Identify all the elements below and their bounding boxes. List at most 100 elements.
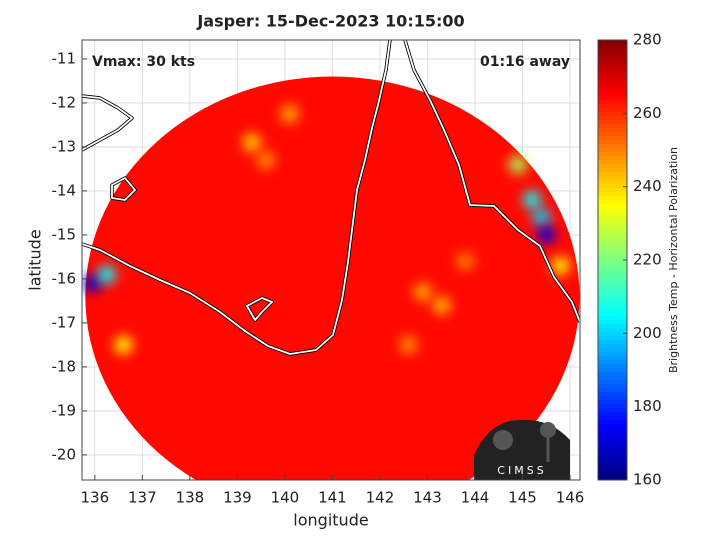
- plot-frame: [81, 39, 581, 481]
- colorbar-cell: [598, 56, 627, 61]
- colorbar-cell: [598, 156, 627, 161]
- colorbar-cell: [598, 268, 627, 273]
- colorbar-cell: [598, 432, 627, 437]
- hotspot: [508, 155, 527, 174]
- colorbar-cell: [598, 352, 627, 357]
- colorbar-cell: [598, 172, 627, 177]
- annotation: Vmax: 30 kts: [92, 54, 195, 70]
- y-tick-label: -17: [52, 313, 77, 331]
- hotspot: [551, 256, 570, 275]
- y-tick-label: -11: [52, 49, 77, 67]
- x-tick-label: 137: [128, 489, 157, 507]
- colorbar-cell: [598, 148, 627, 153]
- hotspot: [456, 252, 475, 271]
- colorbar-cell: [598, 120, 627, 125]
- colorbar-cell: [598, 392, 627, 397]
- colorbar-tick-label: 160: [633, 471, 662, 489]
- x-tick-label: 146: [556, 489, 585, 507]
- colorbar-cell: [598, 292, 627, 297]
- hotspot: [114, 335, 133, 354]
- colorbar-cell: [598, 276, 627, 281]
- colorbar-cell: [598, 348, 627, 353]
- colorbar-tick-label: 220: [633, 251, 662, 269]
- y-tick-label: -13: [52, 137, 77, 155]
- colorbar-cell: [598, 224, 627, 229]
- colorbar-cell: [598, 300, 627, 305]
- colorbar-cell: [598, 328, 627, 333]
- colorbar-cell: [598, 168, 627, 173]
- x-tick-label: 144: [461, 489, 490, 507]
- colorbar-cell: [598, 176, 627, 181]
- colorbar-cell: [598, 324, 627, 329]
- colorbar-cell: [598, 356, 627, 361]
- colorbar-cell: [598, 136, 627, 141]
- colorbar-tick-label: 260: [633, 104, 662, 122]
- colorbar-cell: [598, 220, 627, 225]
- hotspot: [242, 133, 261, 152]
- colorbar-cell: [598, 52, 627, 57]
- colorbar-cell: [598, 84, 627, 89]
- colorbar-cell: [598, 284, 627, 289]
- hotspot: [532, 208, 551, 227]
- colorbar-tick-label: 180: [633, 397, 662, 415]
- colorbar-cell: [598, 100, 627, 105]
- colorbar-cell: [598, 424, 627, 429]
- colorbar-cell: [598, 228, 627, 233]
- colorbar-cell: [598, 368, 627, 373]
- y-tick-label: -12: [52, 93, 77, 111]
- colorbar-cell: [598, 472, 627, 477]
- colorbar-cell: [598, 216, 627, 221]
- hotspot: [256, 151, 275, 170]
- colorbar-cell: [598, 236, 627, 241]
- colorbar-cell: [598, 340, 627, 345]
- colorbar-cell: [598, 272, 627, 277]
- y-tick-label: -16: [52, 269, 77, 287]
- colorbar-cell: [598, 408, 627, 413]
- colorbar-tick-label: 240: [633, 177, 662, 195]
- x-tick-label: 141: [318, 489, 347, 507]
- colorbar-cell: [598, 160, 627, 165]
- colorbar-cell: [598, 140, 627, 145]
- y-axis-label: latitude: [26, 229, 45, 290]
- colorbar-tick-label: 200: [633, 324, 662, 342]
- colorbar-cell: [598, 416, 627, 421]
- colorbar-cell: [598, 448, 627, 453]
- hotspot: [523, 190, 542, 209]
- colorbar-cell: [598, 244, 627, 249]
- colorbar-cell: [598, 40, 627, 45]
- colorbar-cell: [598, 212, 627, 217]
- colorbar-cell: [598, 104, 627, 109]
- colorbar-cell: [598, 188, 627, 193]
- x-axis-label: longitude: [293, 511, 368, 530]
- colorbar-cell: [598, 476, 627, 481]
- colorbar-cell: [598, 144, 627, 149]
- colorbar-cell: [598, 124, 627, 129]
- colorbar-cell: [598, 60, 627, 65]
- colorbar-cell: [598, 72, 627, 77]
- colorbar-cell: [598, 196, 627, 201]
- colorbar-cell: [598, 64, 627, 69]
- colorbar-cell: [598, 68, 627, 73]
- annotation: 01:16 away: [480, 54, 570, 70]
- hotspot: [97, 265, 116, 284]
- hotspot: [83, 274, 102, 293]
- y-tick-label: -18: [52, 357, 77, 375]
- x-tick-label: 136: [81, 489, 110, 507]
- y-tick-label: -20: [52, 445, 77, 463]
- colorbar-cell: [598, 92, 627, 97]
- chart-title: Jasper: 15-Dec-2023 10:15:00: [196, 12, 464, 31]
- colorbar-cell: [598, 436, 627, 441]
- x-tick-label: 143: [413, 489, 442, 507]
- colorbar-cell: [598, 364, 627, 369]
- colorbar-cell: [598, 344, 627, 349]
- colorbar-cell: [598, 248, 627, 253]
- logo-text: CIMSS: [497, 464, 546, 477]
- colorbar-cell: [598, 240, 627, 245]
- hotspot: [399, 335, 418, 354]
- colorbar-cell: [598, 200, 627, 205]
- colorbar-cell: [598, 44, 627, 49]
- colorbar-cell: [598, 420, 627, 425]
- colorbar-cell: [598, 204, 627, 209]
- swath: [85, 76, 580, 480]
